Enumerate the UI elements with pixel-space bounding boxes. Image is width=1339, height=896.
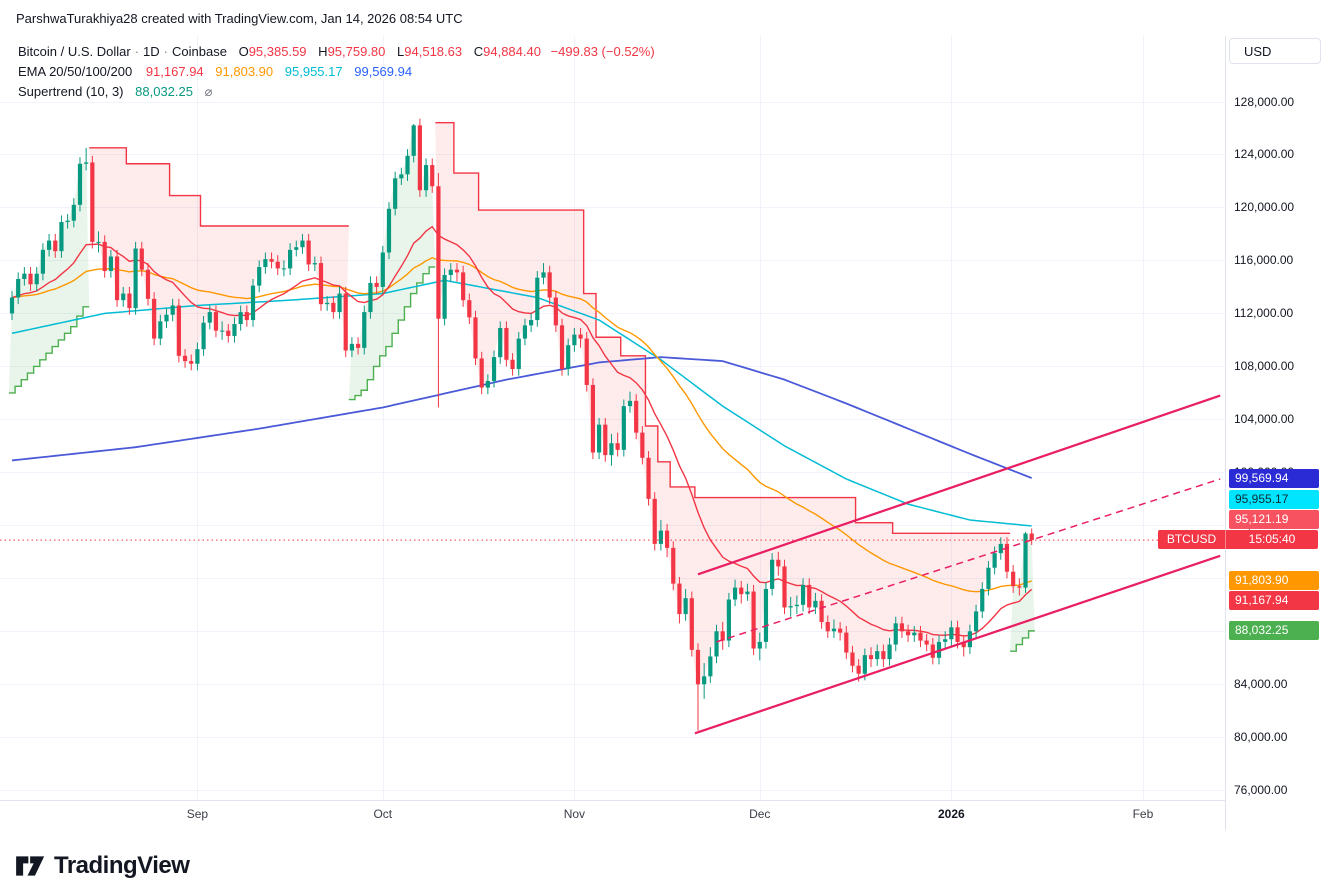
currency-toggle-usd[interactable]: USD [1229,38,1321,64]
tradingview-brand-text[interactable]: TradingView [54,852,190,879]
price-axis-label: 124,000.00 [1234,147,1295,162]
change-value: −499.83 (−0.52%) [550,44,655,59]
ema50-value: 91,803.90 [215,64,274,79]
legend-ema-row[interactable]: EMA 20/50/100/200 91,167.94 91,803.90 95… [18,62,655,82]
exchange-label: Coinbase [172,44,227,59]
symbol-countdown-badge: BTCUSD 15:05:40 [1158,530,1318,549]
price-axis-label: 76,000.00 [1234,783,1288,798]
ema100-badge: 95,955.17 [1229,490,1319,509]
supertrend-label: Supertrend (10, 3) [18,84,124,99]
high-label: H [318,44,328,59]
tradingview-logo-icon[interactable] [16,852,46,880]
chart-legend: Bitcoin / U.S. Dollar · 1D · Coinbase O95,38… [18,42,655,102]
ema200-value: 99,569.94 [354,64,413,79]
close-label: C [473,44,484,59]
ema200-badge: 99,569.94 [1229,469,1319,488]
low-value: 94,518.63 [404,44,463,59]
interval-label: 1D [143,44,160,59]
price-axis-label: 80,000.00 [1234,730,1288,745]
time-axis-label: Dec [749,807,771,821]
ema20-value: 91,167.94 [145,64,204,79]
supertrend-badge: 88,032.25 [1229,621,1319,640]
time-axis-label: Sep [186,807,209,821]
price-axis-label: 84,000.00 [1234,677,1288,692]
time-axis-label: 2026 [938,807,965,821]
time-axis-label: Nov [563,807,586,821]
price-axis-label: 116,000.00 [1234,253,1294,268]
price-axis-label: 112,000.00 [1234,306,1294,321]
price-axis-label: 108,000.00 [1234,359,1295,374]
legend-symbol-row[interactable]: Bitcoin / U.S. Dollar · 1D · Coinbase O95,38… [18,44,655,59]
low-label: L [397,44,405,59]
time-axis-label: Feb [1132,807,1154,821]
ema-label: EMA 20/50/100/200 [18,64,133,79]
ema50-badge: 91,803.90 [1229,571,1319,590]
price-axis[interactable]: USD 128,000.00 124,000.00 120,000.00 116,00… [1225,36,1339,830]
attribution-bar: ParshwaTurakhiya28 created with TradingV… [0,0,1339,36]
legend-supertrend-row[interactable]: Supertrend (10, 3) 88,032.25 ⌀ [18,82,655,102]
symbol-name: Bitcoin / U.S. Dollar [18,44,131,59]
supertrend-value: 88,032.25 [135,84,193,99]
countdown-text: 15:05:40 [1248,532,1296,546]
open-value: 95,385.59 [248,44,307,59]
tradingview-footer: TradingView [0,836,1339,896]
price-axis-label: 120,000.00 [1234,200,1295,215]
price-axis-label: 104,000.00 [1234,412,1295,427]
time-axis-label: Oct [373,807,393,821]
close-value: 94,884.40 [483,44,541,59]
time-axis[interactable]: Sep Oct Nov Dec 2026 Feb [0,800,1339,831]
price-level-badge: 95,121.19 [1229,510,1319,529]
symbol-badge-text: BTCUSD [1158,530,1226,549]
price-axis-label: 128,000.00 [1234,94,1295,109]
high-value: 95,759.80 [327,44,386,59]
hidden-output-icon: ⌀ [204,84,213,99]
ema20-badge: 91,167.94 [1229,591,1319,610]
open-label: O [238,44,249,59]
attribution-text: ParshwaTurakhiya28 created with TradingV… [16,10,463,26]
ema100-value: 95,955.17 [284,64,343,79]
